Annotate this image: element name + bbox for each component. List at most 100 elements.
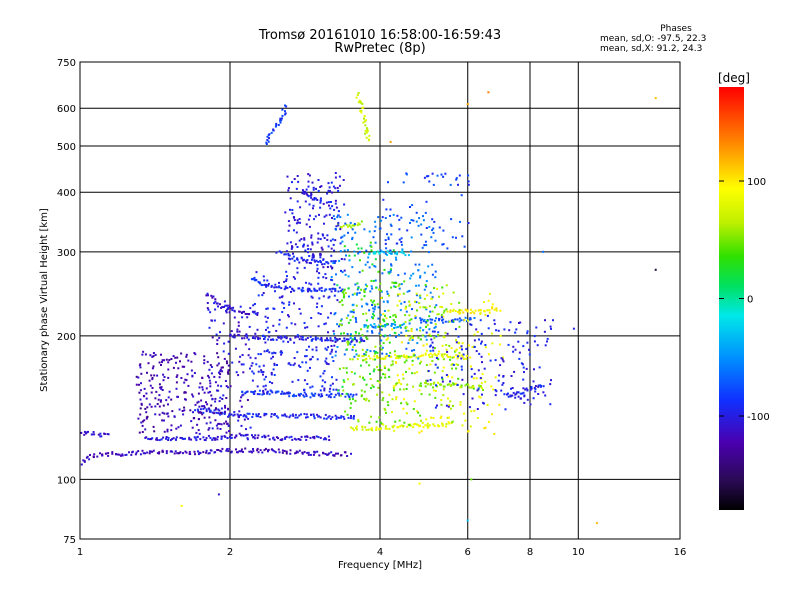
- data-point: [390, 268, 392, 271]
- data-point: [512, 391, 515, 394]
- data-point: [423, 381, 426, 384]
- data-point: [308, 225, 311, 228]
- data-point: [372, 280, 375, 282]
- data-point: [390, 323, 393, 325]
- data-point: [352, 346, 354, 349]
- data-point: [275, 391, 278, 394]
- data-point: [151, 450, 154, 453]
- data-point: [221, 398, 224, 400]
- data-point: [262, 370, 265, 373]
- data-point: [441, 286, 444, 289]
- data-point: [258, 389, 261, 392]
- data-point: [351, 228, 354, 231]
- data-point: [373, 265, 376, 267]
- data-point: [431, 263, 434, 266]
- data-point: [228, 311, 231, 314]
- data-point: [182, 452, 184, 455]
- data-point: [216, 364, 219, 367]
- data-point: [325, 261, 328, 264]
- data-point: [143, 395, 146, 397]
- data-point: [422, 344, 425, 347]
- data-point: [262, 334, 265, 337]
- data-point: [362, 355, 365, 357]
- data-point: [158, 451, 161, 454]
- data-point: [275, 251, 278, 254]
- data-point: [289, 414, 292, 417]
- data-point: [372, 236, 375, 239]
- data-point: [286, 275, 288, 278]
- data-point: [398, 287, 401, 290]
- data-point: [216, 438, 219, 441]
- data-point: [252, 304, 255, 307]
- data-point: [208, 368, 211, 371]
- data-point: [284, 392, 287, 395]
- data-point: [160, 386, 163, 389]
- data-point: [386, 254, 389, 256]
- data-point: [462, 311, 465, 314]
- data-point: [358, 223, 361, 226]
- data-point: [140, 421, 143, 424]
- data-point: [428, 305, 431, 308]
- data-point: [323, 323, 326, 326]
- data-point: [511, 394, 514, 397]
- data-point: [430, 338, 433, 341]
- data-point: [317, 325, 320, 328]
- data-point: [298, 218, 301, 220]
- data-point: [293, 362, 296, 365]
- data-point: [338, 323, 341, 326]
- data-point: [293, 437, 296, 440]
- data-point: [442, 358, 445, 361]
- data-point: [405, 359, 408, 362]
- data-point: [395, 242, 398, 245]
- data-point: [185, 355, 188, 358]
- data-point: [487, 420, 490, 423]
- data-point: [414, 300, 416, 303]
- data-point: [351, 293, 354, 296]
- data-point: [399, 324, 402, 327]
- data-point: [305, 361, 308, 364]
- data-point: [347, 343, 349, 346]
- data-point: [524, 388, 527, 391]
- data-point: [230, 413, 233, 416]
- data-point: [363, 398, 366, 400]
- data-point: [358, 291, 361, 294]
- data-point: [270, 415, 273, 418]
- data-point: [420, 430, 423, 433]
- data-point: [296, 334, 299, 337]
- data-point: [419, 275, 422, 278]
- data-point: [362, 313, 365, 315]
- data-point: [412, 408, 415, 410]
- data-point: [440, 354, 443, 357]
- data-point: [416, 371, 419, 374]
- data-point: [341, 271, 344, 274]
- data-point: [461, 235, 464, 238]
- data-point: [306, 326, 309, 329]
- data-point: [468, 386, 471, 389]
- data-point: [214, 397, 217, 400]
- data-point: [217, 389, 220, 392]
- data-point: [371, 429, 374, 432]
- data-point: [247, 417, 250, 420]
- data-point: [435, 357, 438, 359]
- data-point: [264, 283, 266, 286]
- data-point: [349, 336, 352, 339]
- data-point: [303, 243, 305, 246]
- data-point: [237, 374, 240, 377]
- data-point: [352, 393, 355, 396]
- data-point: [201, 413, 204, 416]
- data-point: [433, 326, 436, 329]
- data-point: [550, 379, 552, 382]
- data-point: [405, 370, 407, 373]
- data-point: [244, 343, 247, 346]
- data-point: [284, 436, 287, 439]
- data-point: [393, 285, 396, 288]
- data-point: [490, 385, 493, 388]
- data-point: [319, 395, 322, 398]
- data-point: [383, 320, 386, 323]
- data-point: [231, 335, 234, 338]
- data-point: [413, 353, 415, 356]
- data-point: [456, 318, 459, 321]
- data-point: [447, 356, 450, 358]
- data-point: [354, 349, 357, 352]
- data-point: [281, 311, 284, 313]
